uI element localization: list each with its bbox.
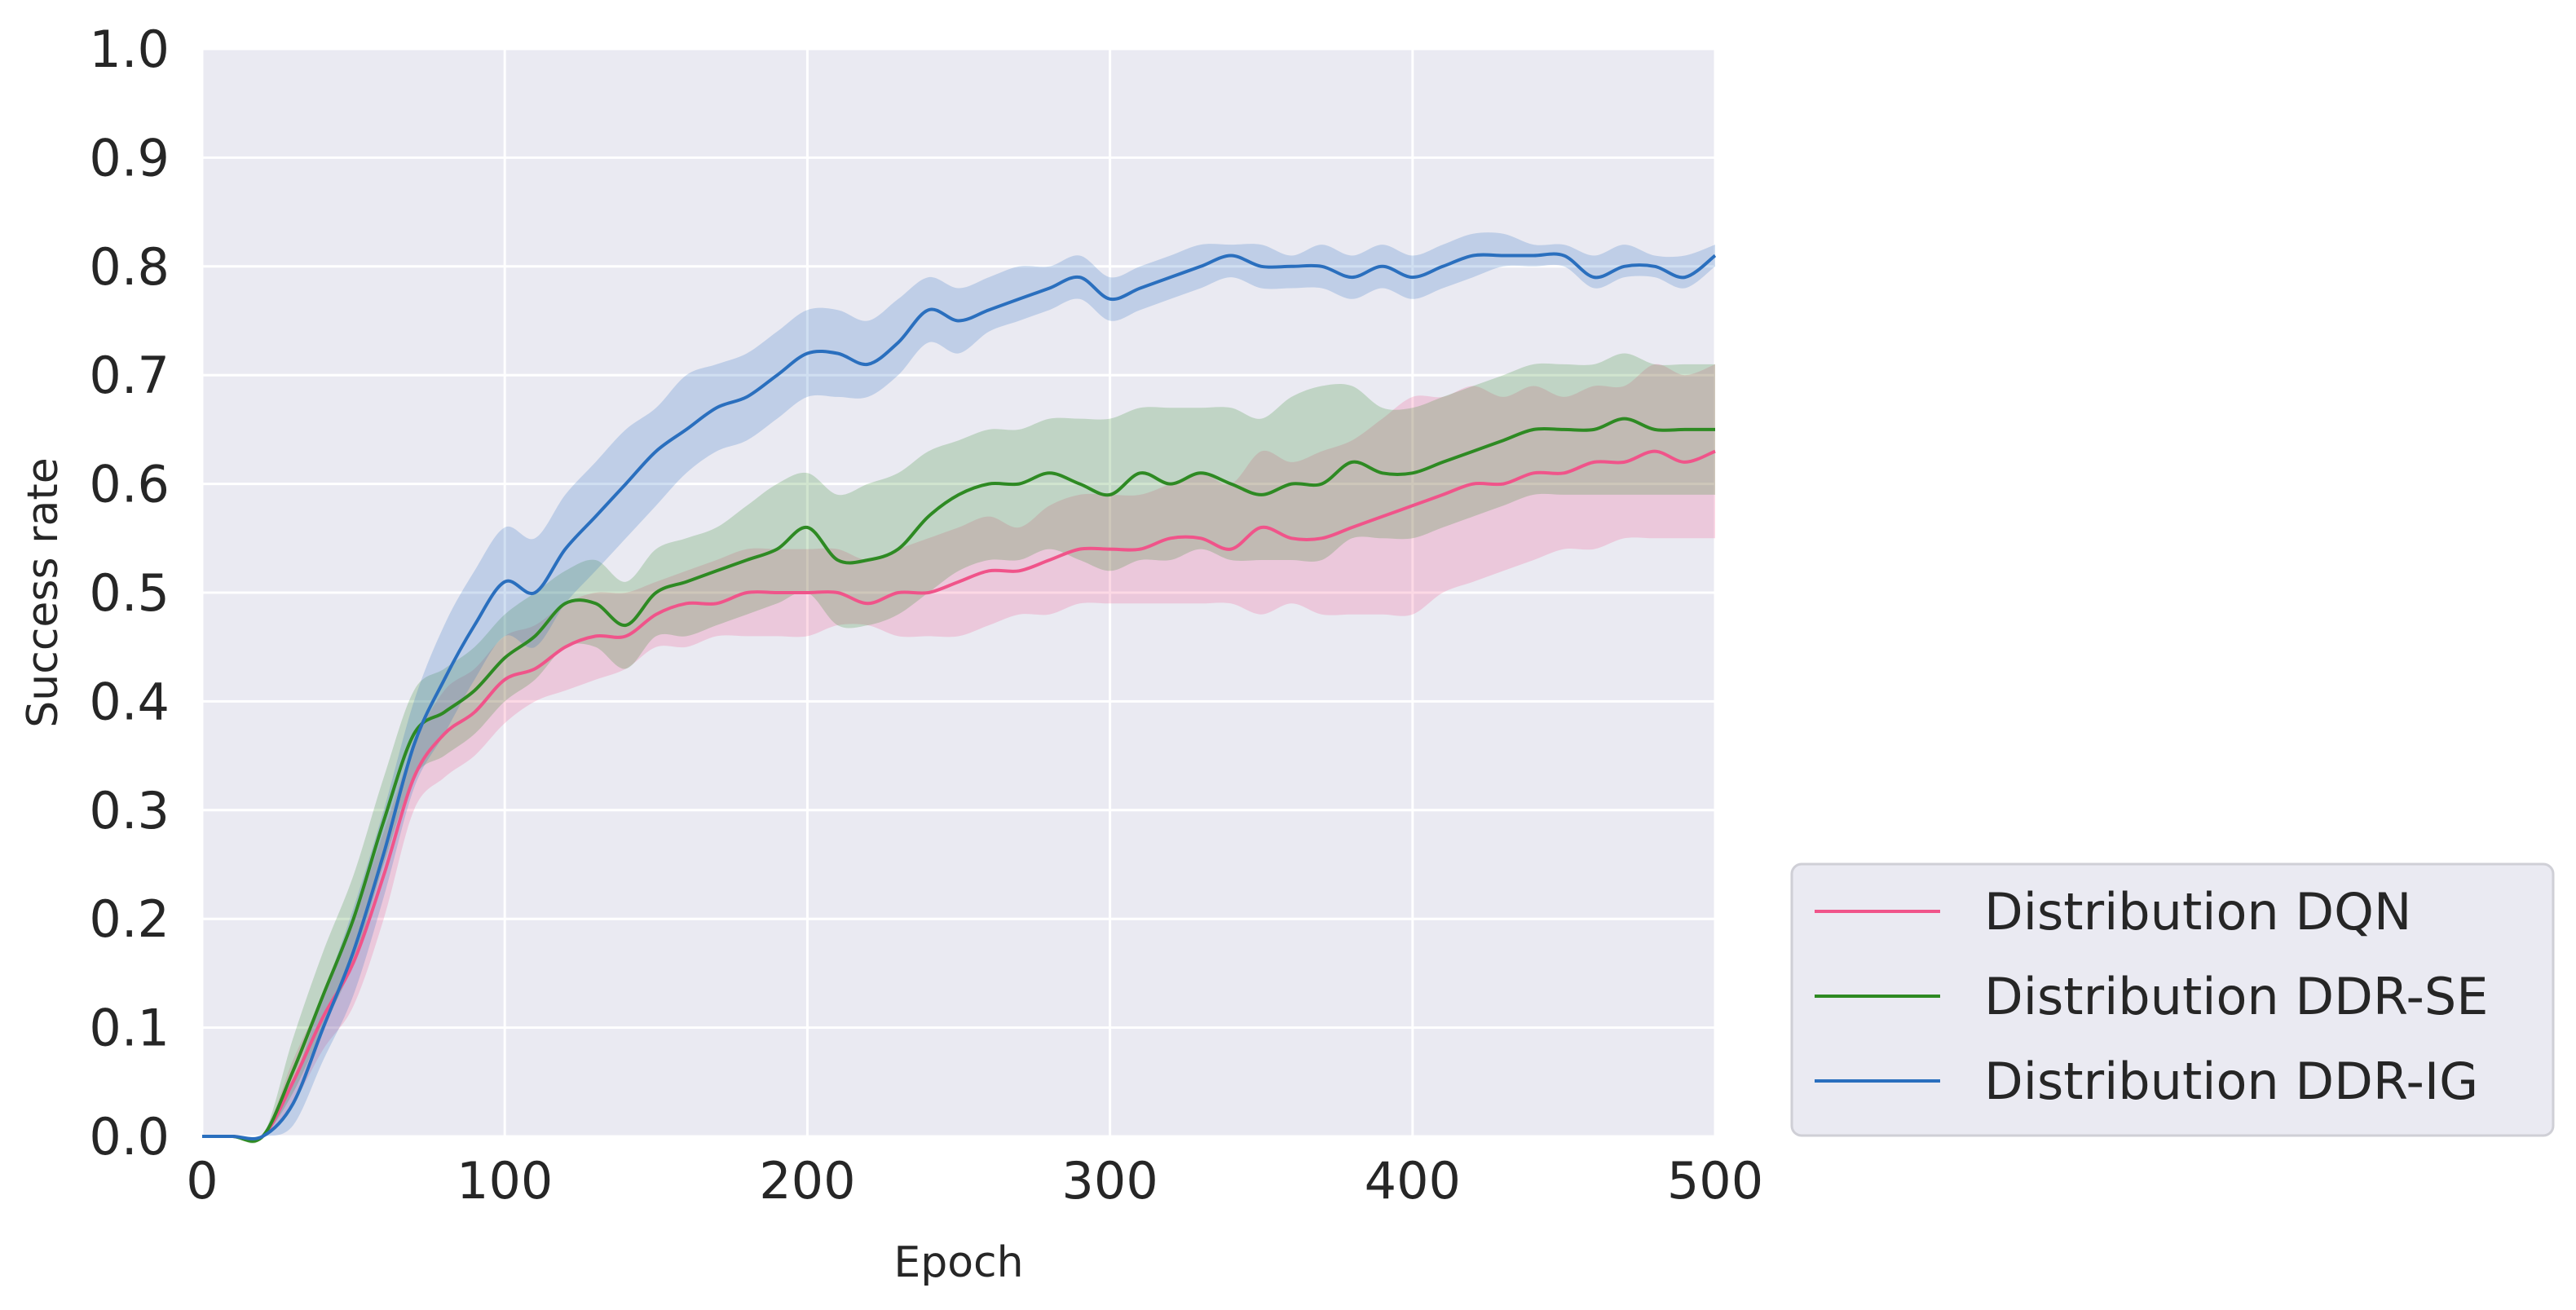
x-tick-label: 300 — [1061, 1151, 1158, 1211]
y-tick-label: 0.7 — [89, 346, 170, 405]
y-tick-label: 0.9 — [89, 128, 170, 187]
series-lines — [201, 252, 1717, 1143]
y-tick-label: 0.0 — [89, 1107, 170, 1167]
x-axis-label: Epoch — [893, 1238, 1023, 1287]
line-distribution-ddr-ig — [201, 252, 1717, 1140]
y-tick-label: 1.0 — [89, 20, 170, 79]
band-distribution-dqn — [202, 364, 1715, 1142]
grid-lines — [201, 47, 1717, 1138]
legend-label-ddr-se: Distribution DDR-SE — [1984, 967, 2488, 1026]
y-tick-label: 0.4 — [89, 672, 170, 731]
line-distribution-ddr-se — [201, 417, 1715, 1143]
legend-label-ddr-ig: Distribution DDR-IG — [1984, 1052, 2478, 1111]
y-tick-label: 0.5 — [89, 563, 170, 623]
line-distribution-dqn — [201, 449, 1716, 1142]
x-tick-label: 100 — [457, 1151, 553, 1211]
y-tick-labels: 0.0 0.1 0.2 0.3 0.4 0.5 0.6 0.7 0.8 0.9 1.0 — [89, 20, 170, 1167]
y-tick-label: 0.8 — [89, 237, 170, 297]
legend: Distribution DQN Distribution DDR-SE Dis… — [1790, 862, 2555, 1137]
x-tick-labels: 0 100 200 300 400 500 — [186, 1151, 1763, 1211]
y-tick-label: 0.3 — [89, 781, 170, 840]
x-tick-label: 500 — [1667, 1151, 1763, 1211]
x-tick-label: 200 — [759, 1151, 855, 1211]
x-tick-label: 0 — [186, 1151, 218, 1211]
x-tick-label: 400 — [1365, 1151, 1461, 1211]
confidence-bands — [202, 232, 1715, 1144]
y-axis-label: Success rate — [19, 457, 68, 727]
y-tick-label: 0.1 — [89, 999, 170, 1058]
y-tick-label: 0.6 — [89, 455, 170, 514]
y-tick-label: 0.2 — [89, 889, 170, 949]
band-distribution-ddr-se — [202, 353, 1715, 1144]
legend-label-dqn: Distribution DQN — [1984, 882, 2411, 942]
legend-box — [1790, 862, 2555, 1137]
